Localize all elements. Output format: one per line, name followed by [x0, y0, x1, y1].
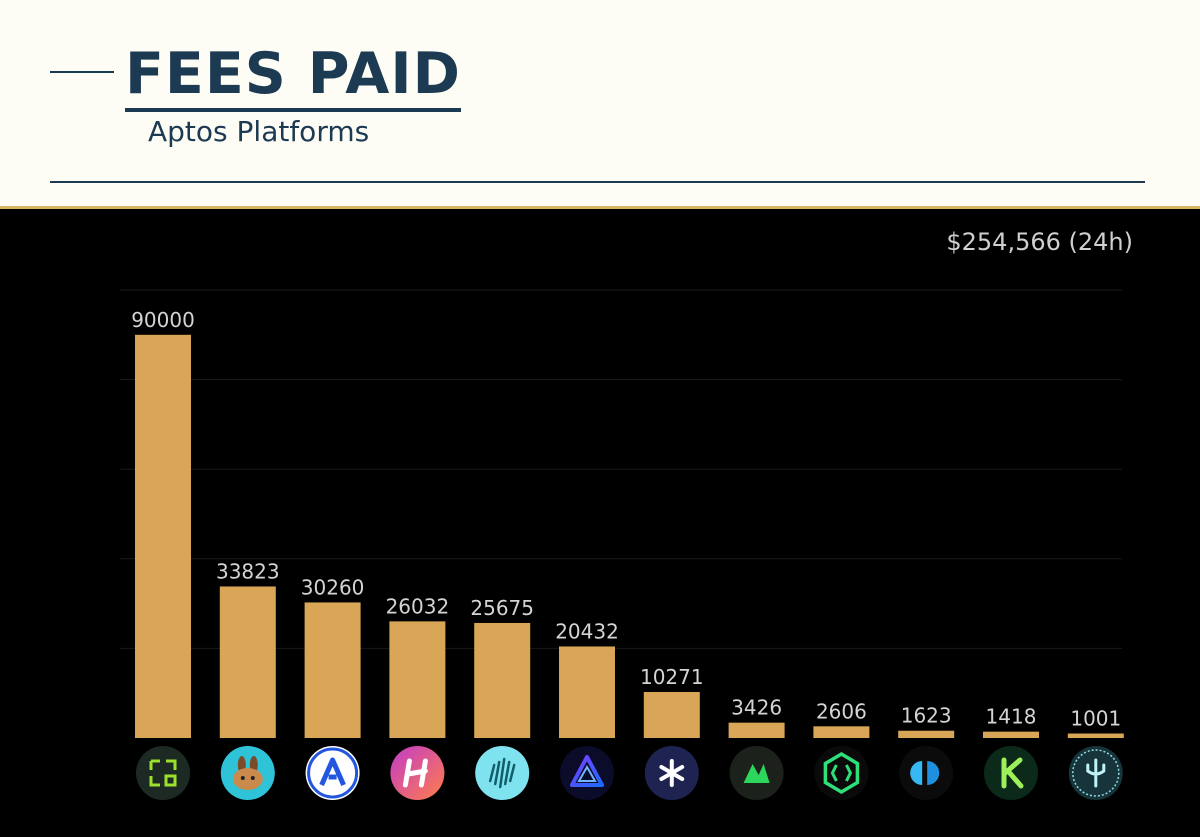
label-layer: 90000 33823 30260 26032 25675 20432 10271 3426 2…	[131, 308, 1121, 731]
bar-value-label: 26032	[386, 594, 450, 618]
grid-layer	[120, 289, 1122, 649]
aptos-logo-icon	[305, 746, 360, 800]
icon-layer	[136, 746, 1123, 800]
bar-value-label: 30260	[301, 575, 365, 599]
bar-chart: 90000 33823 30260 26032 25675 20432 10271 3426 2…	[120, 289, 1124, 800]
bar-value-label: 90000	[131, 308, 195, 332]
hyperion-icon	[390, 746, 445, 800]
bar-value-label: 20432	[555, 619, 619, 643]
bar	[1067, 733, 1124, 738]
gold-divider	[0, 206, 1200, 209]
bar	[135, 334, 191, 738]
bar-value-label: 33823	[216, 559, 280, 583]
bar	[728, 722, 785, 738]
asterisk-logo-icon	[644, 746, 699, 800]
header: FEES PAID Aptos Platforms	[0, 0, 1200, 206]
bar	[304, 602, 361, 738]
bar	[389, 621, 446, 738]
page-title: FEES PAID	[125, 40, 461, 112]
pancakeswap-icon	[220, 746, 275, 800]
thala-icon	[475, 746, 530, 800]
bar-layer	[135, 334, 1124, 738]
page-subtitle: Aptos Platforms	[148, 115, 370, 148]
bar-value-label: 3426	[731, 696, 782, 720]
hex-logo-icon	[814, 746, 869, 800]
bar-value-label: 2606	[816, 699, 867, 723]
bar	[474, 622, 531, 738]
bar-value-label: 25675	[470, 596, 534, 620]
merkle-icon	[729, 746, 784, 800]
bar	[983, 731, 1039, 738]
kgen-icon	[136, 746, 190, 800]
kana-icon	[984, 746, 1038, 800]
bar-value-label: 1001	[1070, 707, 1121, 731]
bar	[813, 726, 870, 738]
bar-value-label: 1418	[986, 705, 1037, 729]
chart-area: $254,566 (24h) 90000 33823 30260 26032 25675…	[0, 209, 1200, 837]
bar	[898, 730, 955, 738]
bar	[219, 586, 276, 738]
bar-value-label: 10271	[640, 665, 704, 689]
bar	[643, 691, 700, 738]
bar-value-label: 1623	[901, 704, 952, 728]
header-accent-line	[50, 71, 114, 73]
triangle-logo-icon	[560, 746, 614, 800]
trident-logo-icon	[1068, 746, 1123, 800]
total-fees-label: $254,566 (24h)	[946, 228, 1133, 256]
header-divider	[50, 181, 1145, 183]
aries-icon	[899, 746, 954, 800]
bar	[559, 646, 615, 738]
